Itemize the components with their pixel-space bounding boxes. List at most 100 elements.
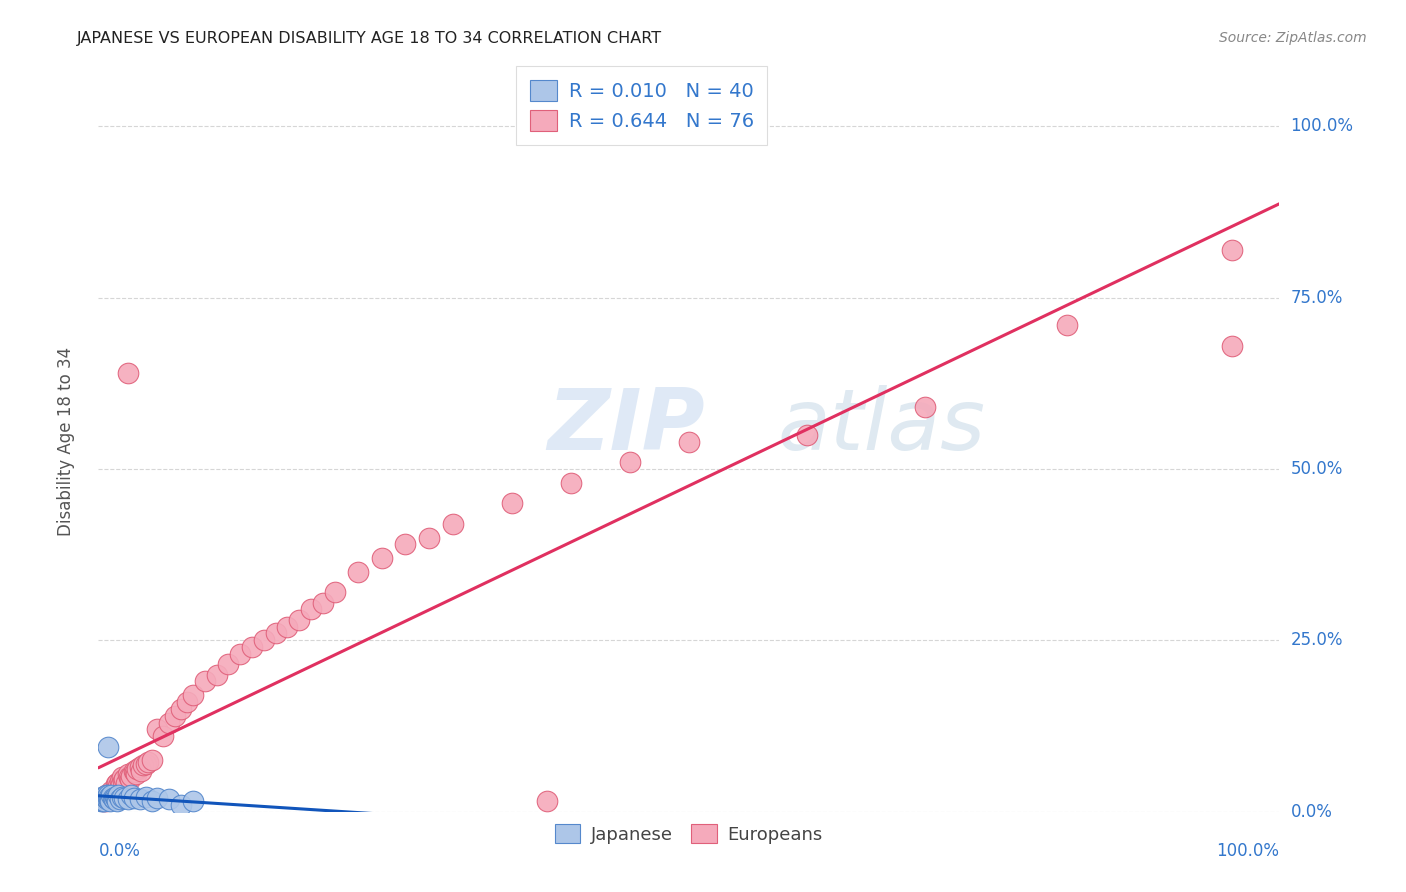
Point: [170, 702, 193, 716]
Point: [93, 789, 115, 804]
Point: [240, 640, 263, 655]
Point: [299, 602, 322, 616]
Point: [104, 784, 127, 798]
Point: [122, 764, 145, 778]
Point: [141, 794, 163, 808]
Point: [371, 551, 394, 566]
Point: [96, 792, 118, 806]
Text: 25.0%: 25.0%: [1291, 632, 1343, 649]
Point: [100, 788, 122, 802]
Point: [132, 758, 155, 772]
Point: [98, 794, 121, 808]
Point: [1220, 243, 1243, 257]
Point: [170, 797, 193, 812]
Point: [107, 788, 129, 802]
Point: [91, 791, 114, 805]
Point: [312, 596, 335, 610]
Point: [98, 791, 121, 805]
Point: [93, 794, 115, 808]
Point: [128, 792, 150, 806]
Point: [104, 789, 127, 804]
Point: [157, 715, 180, 730]
Point: [120, 772, 142, 786]
Point: [121, 788, 143, 802]
Point: [91, 794, 114, 808]
Point: [105, 794, 128, 808]
Point: [111, 789, 134, 804]
Point: [619, 455, 641, 469]
Point: [108, 792, 131, 806]
Point: [181, 688, 204, 702]
Point: [94, 794, 117, 808]
Text: ZIP: ZIP: [547, 385, 704, 468]
Point: [98, 791, 121, 805]
Point: [97, 788, 120, 802]
Point: [288, 613, 311, 627]
Point: [165, 708, 187, 723]
Point: [101, 791, 124, 805]
Point: [97, 791, 120, 805]
Point: [441, 516, 464, 531]
Point: [125, 767, 148, 781]
Point: [94, 788, 117, 802]
Point: [105, 780, 128, 795]
Point: [91, 794, 114, 808]
Point: [112, 772, 135, 786]
Point: [501, 496, 523, 510]
Point: [94, 791, 117, 805]
Text: atlas: atlas: [778, 385, 986, 468]
Point: [110, 777, 132, 791]
Point: [91, 791, 114, 805]
Text: 100.0%: 100.0%: [1291, 117, 1354, 136]
Point: [217, 657, 239, 672]
Point: [101, 785, 124, 799]
Point: [96, 792, 118, 806]
Text: 50.0%: 50.0%: [1291, 460, 1343, 478]
Point: [129, 764, 152, 778]
Point: [678, 434, 700, 449]
Point: [98, 788, 121, 802]
Point: [536, 794, 558, 808]
Point: [91, 792, 114, 806]
Point: [111, 771, 134, 785]
Point: [128, 760, 150, 774]
Point: [97, 739, 120, 754]
Point: [124, 764, 146, 779]
Point: [105, 791, 128, 805]
Point: [100, 784, 122, 798]
Point: [127, 762, 149, 776]
Point: [560, 475, 582, 490]
Point: [418, 531, 440, 545]
Point: [1056, 318, 1078, 332]
Text: 0.0%: 0.0%: [1291, 803, 1333, 821]
Point: [89, 792, 111, 806]
Text: Source: ZipAtlas.com: Source: ZipAtlas.com: [1219, 31, 1367, 45]
Text: 0.0%: 0.0%: [98, 842, 141, 860]
Legend: Japanese, Europeans: Japanese, Europeans: [548, 816, 830, 851]
Point: [205, 667, 228, 681]
Point: [176, 695, 198, 709]
Point: [347, 565, 370, 579]
Point: [146, 723, 169, 737]
Point: [229, 647, 252, 661]
Point: [117, 792, 139, 806]
Point: [264, 626, 287, 640]
Point: [914, 401, 936, 415]
Point: [135, 756, 157, 771]
Point: [107, 779, 129, 793]
Point: [117, 366, 139, 380]
Point: [97, 788, 120, 802]
Point: [90, 794, 112, 808]
Point: [90, 791, 112, 805]
Point: [323, 585, 346, 599]
Point: [253, 633, 276, 648]
Point: [98, 792, 121, 806]
Point: [194, 674, 217, 689]
Point: [105, 776, 128, 790]
Point: [117, 767, 139, 781]
Point: [108, 773, 131, 788]
Point: [98, 789, 121, 804]
Point: [94, 791, 117, 805]
Point: [152, 729, 174, 743]
Text: 100.0%: 100.0%: [1216, 842, 1279, 860]
